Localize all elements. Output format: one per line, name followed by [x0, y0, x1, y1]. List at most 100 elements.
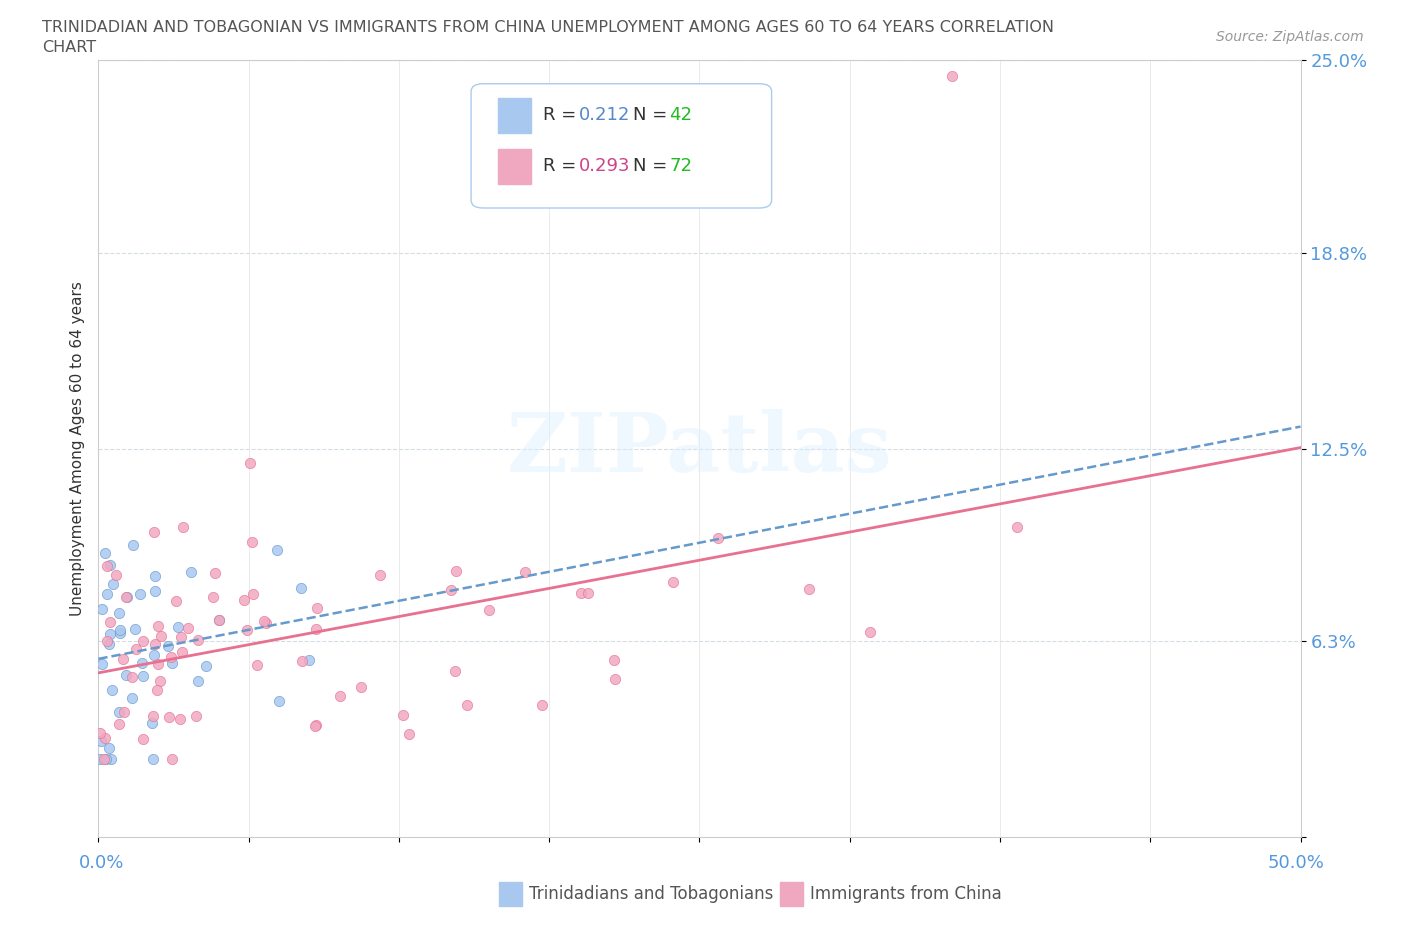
Point [143, 584, 166, 599]
Text: 50.0%: 50.0% [1268, 854, 1324, 872]
Point [304, 621, 326, 636]
Point [444, 664, 467, 679]
Point [115, 590, 138, 604]
Text: Immigrants from China: Immigrants from China [810, 884, 1001, 903]
Point [96, 587, 118, 602]
Point [204, 566, 226, 581]
Text: R =: R = [543, 106, 582, 125]
Point [122, 538, 145, 552]
Point [165, 593, 187, 608]
Point [97, 637, 120, 652]
Point [100, 751, 122, 766]
Point [142, 709, 165, 724]
Point [90, 734, 112, 749]
Point [97, 741, 120, 756]
Bar [498, 149, 531, 184]
Point [298, 653, 321, 668]
Point [112, 705, 135, 720]
Point [91, 601, 114, 616]
Point [569, 586, 592, 601]
Point [101, 577, 124, 591]
Point [246, 658, 269, 672]
Point [149, 673, 172, 688]
Point [115, 590, 138, 604]
Point [121, 691, 143, 706]
Point [98, 557, 121, 572]
Point [96, 633, 118, 648]
Text: N =: N = [633, 157, 673, 176]
Point [112, 651, 135, 666]
Point [187, 673, 209, 688]
Point [304, 718, 326, 733]
Point [266, 542, 288, 557]
Point [368, 567, 391, 582]
Text: 72: 72 [669, 157, 692, 176]
Point [93, 751, 115, 766]
Point [104, 567, 127, 582]
Point [194, 659, 217, 674]
Point [143, 569, 166, 584]
Point [150, 628, 173, 643]
Point [208, 613, 231, 628]
Point [444, 564, 467, 578]
Point [172, 645, 194, 660]
Point [605, 671, 627, 686]
Point [236, 622, 259, 637]
Bar [498, 98, 531, 133]
Point [186, 708, 208, 723]
Point [253, 613, 276, 628]
Text: CHART: CHART [42, 40, 96, 55]
Point [121, 670, 143, 684]
Point [125, 642, 148, 657]
Point [89, 725, 111, 740]
Point [172, 519, 194, 534]
Text: ZIPatlas: ZIPatlas [506, 408, 893, 489]
Point [89, 751, 111, 766]
Point [115, 667, 138, 682]
Text: TRINIDADIAN AND TOBAGONIAN VS IMMIGRANTS FROM CHINA UNEMPLOYMENT AMONG AGES 60 T: TRINIDADIAN AND TOBAGONIAN VS IMMIGRANTS… [42, 20, 1054, 35]
Point [859, 625, 882, 640]
Point [157, 709, 180, 724]
Point [291, 653, 314, 668]
Point [269, 694, 291, 709]
Point [148, 657, 170, 671]
Point [143, 637, 166, 652]
Point [478, 603, 501, 618]
Point [513, 565, 536, 579]
Point [208, 612, 231, 627]
Text: 0.0%: 0.0% [79, 854, 124, 872]
Point [232, 593, 254, 608]
Point [142, 751, 165, 766]
Point [162, 751, 184, 766]
Point [456, 698, 478, 712]
Point [141, 715, 163, 730]
Point [108, 717, 131, 732]
Point [156, 639, 179, 654]
Point [101, 682, 124, 697]
Point [124, 621, 146, 636]
Point [941, 69, 963, 84]
Point [108, 705, 131, 720]
Point [108, 606, 131, 621]
Point [166, 619, 188, 634]
Point [707, 530, 730, 545]
Point [392, 708, 415, 723]
Point [93, 546, 115, 561]
Point [602, 652, 624, 667]
Point [128, 587, 150, 602]
Point [1005, 520, 1028, 535]
Y-axis label: Unemployment Among Ages 60 to 64 years: Unemployment Among Ages 60 to 64 years [69, 281, 84, 617]
FancyBboxPatch shape [471, 84, 772, 208]
Point [142, 647, 165, 662]
Point [143, 525, 166, 539]
Point [240, 535, 263, 550]
Point [146, 683, 169, 698]
Point [94, 730, 117, 745]
Point [96, 751, 118, 766]
Point [398, 726, 420, 741]
Point [132, 732, 155, 747]
Point [307, 601, 329, 616]
Point [170, 629, 193, 644]
Point [531, 698, 554, 712]
Point [242, 587, 264, 602]
